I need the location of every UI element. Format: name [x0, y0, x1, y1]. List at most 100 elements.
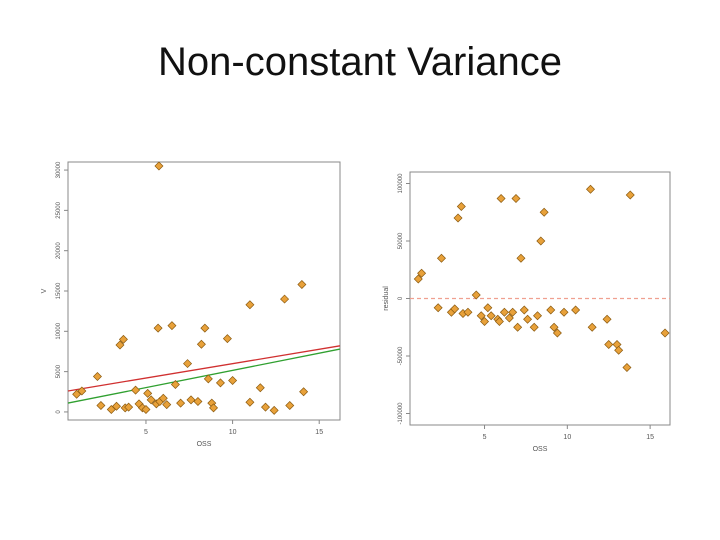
data-point: [433, 303, 443, 313]
y-axis-label: V: [41, 288, 48, 293]
data-point: [196, 339, 206, 349]
x-tick-label: 15: [315, 429, 323, 436]
x-tick-label: 15: [646, 434, 654, 441]
data-point: [533, 311, 543, 321]
data-point: [115, 340, 125, 350]
y-tick-label: 20000: [56, 242, 62, 259]
data-point: [186, 395, 196, 405]
data-point: [112, 401, 122, 411]
data-point: [176, 398, 186, 408]
data-point: [586, 184, 596, 194]
data-point: [536, 236, 546, 246]
x-tick-label: 10: [563, 434, 571, 441]
scatter-plot-left-svg: 5 10 15 0 5000 10000 15000 20000 25000 30000 OSS V: [41, 161, 341, 448]
data-point: [622, 363, 632, 372]
data-point: [203, 374, 213, 384]
data-point: [552, 328, 562, 338]
data-point: [118, 334, 128, 344]
data-point: [153, 323, 163, 333]
data-point: [529, 322, 539, 332]
y-tick-label: 0: [56, 410, 62, 414]
data-point: [523, 314, 533, 324]
data-point: [480, 317, 490, 326]
data-point: [269, 405, 279, 415]
data-point: [154, 161, 164, 171]
y-tick-label: 15000: [56, 282, 62, 299]
data-point: [602, 314, 612, 324]
data-point: [193, 396, 203, 406]
residual-plot-right: 5 10 15 -100000 -50000 0 50000 100000 OSS residua…: [380, 31, 680, 455]
data-point: [255, 383, 265, 393]
data-point: [413, 274, 423, 284]
data-point: [549, 322, 559, 332]
data-point: [436, 253, 446, 263]
data-point: [96, 400, 106, 410]
residual-plot-right-svg: 5 10 15 -100000 -50000 0 50000 100000 OSS residua…: [383, 31, 671, 453]
y-tick-label: 30000: [56, 161, 62, 178]
data-point: [77, 386, 87, 396]
data-point: [511, 193, 521, 203]
data-point: [162, 400, 172, 410]
plot-frame: [67, 161, 341, 421]
data-point: [486, 311, 496, 321]
data-point: [158, 393, 168, 403]
data-point: [170, 380, 180, 390]
data-point: [516, 253, 526, 263]
x-tick-label: 5: [144, 429, 148, 436]
data-point: [494, 317, 504, 326]
data-point: [285, 400, 295, 410]
data-point: [471, 290, 481, 300]
data-point: [496, 193, 506, 203]
data-point: [183, 359, 193, 369]
data-point: [453, 213, 463, 223]
y-tick-label: -50000: [398, 346, 404, 365]
data-point: [604, 340, 614, 349]
data-point: [245, 397, 255, 407]
fit-line: [67, 345, 341, 392]
data-point: [124, 402, 134, 412]
y-tick-label: 50000: [398, 232, 404, 249]
data-point: [513, 322, 523, 332]
data-point: [92, 371, 102, 381]
scatter-plot-left: 5 10 15 0 5000 10000 15000 20000 25000 30000 OSS V: [30, 155, 350, 455]
data-point: [587, 322, 597, 332]
y-tick-label: 5000: [56, 364, 62, 378]
y-tick-label: 0: [398, 296, 404, 300]
data-point: [299, 387, 309, 397]
data-point: [625, 190, 635, 200]
data-point: [539, 207, 549, 217]
data-point: [297, 280, 307, 290]
fit-line: [67, 348, 341, 404]
data-point: [483, 303, 493, 313]
x-axis-label: OSS: [533, 446, 548, 453]
data-point: [559, 307, 569, 317]
data-point: [146, 395, 156, 405]
data-point: [504, 313, 514, 323]
y-tick-label: 25000: [56, 201, 62, 218]
data-point: [614, 345, 624, 355]
data-point: [417, 268, 427, 278]
data-point: [660, 328, 670, 338]
data-point: [209, 403, 219, 413]
y-tick-label: 10000: [56, 322, 62, 339]
y-tick-label: 100000: [398, 173, 404, 194]
data-point: [280, 294, 290, 304]
data-point: [143, 388, 153, 398]
x-tick-label: 5: [483, 434, 487, 441]
data-point: [508, 307, 518, 317]
data-point: [141, 405, 151, 415]
x-tick-label: 10: [229, 429, 237, 436]
data-point: [200, 323, 210, 333]
data-point: [215, 378, 225, 388]
slide-title: Non-constant Variance: [158, 40, 562, 84]
data-point: [450, 304, 460, 314]
data-point: [476, 311, 486, 321]
data-point: [571, 305, 581, 315]
data-point: [499, 307, 509, 317]
data-point: [546, 305, 556, 315]
data-point: [261, 402, 270, 412]
data-point: [456, 202, 466, 211]
data-point: [245, 300, 255, 310]
data-point: [131, 385, 141, 395]
data-point: [463, 307, 473, 317]
